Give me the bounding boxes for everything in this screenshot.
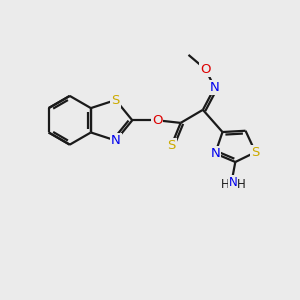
Text: N: N (210, 81, 220, 94)
Text: N: N (210, 147, 220, 160)
Text: N: N (229, 176, 237, 189)
Text: H: H (220, 178, 229, 191)
Text: S: S (167, 139, 176, 152)
Text: O: O (200, 63, 211, 76)
Text: S: S (251, 146, 260, 159)
Text: S: S (112, 94, 120, 106)
Text: O: O (152, 114, 162, 127)
Text: H: H (236, 178, 245, 191)
Text: N: N (111, 134, 121, 147)
